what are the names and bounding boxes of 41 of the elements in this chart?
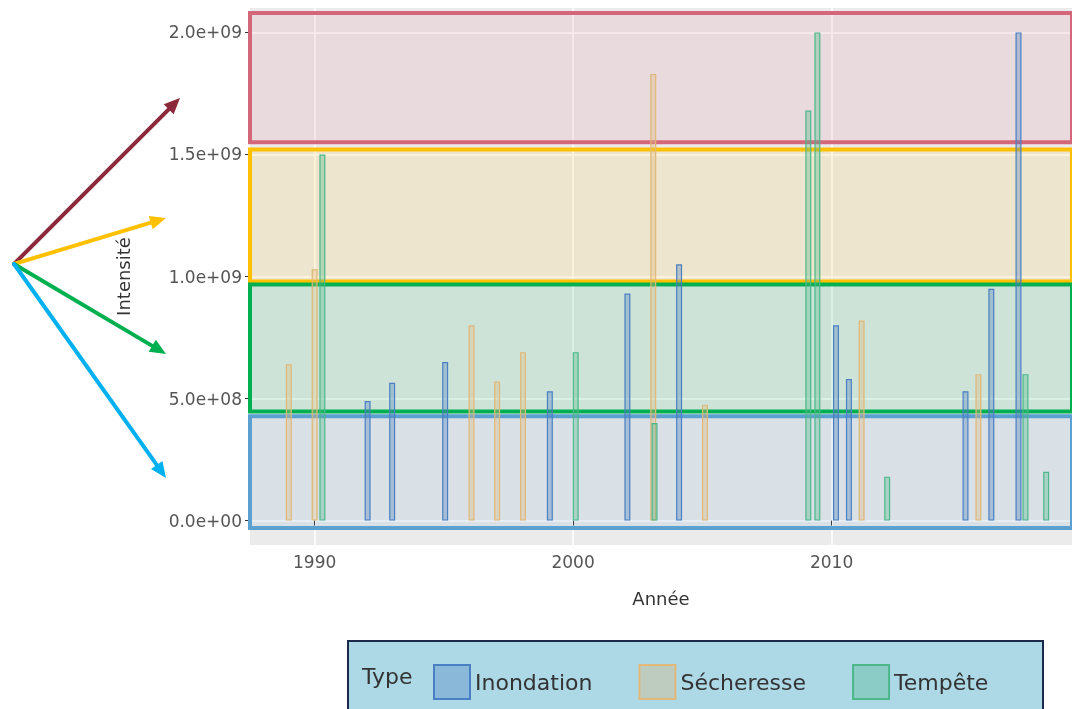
y-axis-title: Intensité [112,237,134,316]
bar [468,325,475,521]
bar [988,288,995,521]
bar [572,352,579,521]
bar [805,110,812,521]
bar [833,325,839,521]
bar [651,422,658,521]
bar [1015,32,1022,521]
y-tick-label: 5.0e+08 [168,388,242,409]
bar [1043,471,1050,521]
bar [701,404,708,521]
bar [389,382,396,521]
y-tick-label: 2.0e+09 [168,22,242,43]
bar [1022,374,1029,521]
x-tick-label: 2010 [809,551,854,572]
y-tick-label: 1.0e+09 [168,266,242,287]
bar [442,361,449,521]
y-tick-label: 1.5e+09 [168,144,242,165]
bar [364,400,371,521]
bar [845,379,852,521]
bar [858,320,865,521]
x-tick-label: 1990 [292,551,337,572]
x-tick-label: 2000 [551,551,595,572]
legend-label: Tempête [893,669,989,695]
bar [319,154,326,521]
bar [814,32,821,521]
bar [546,391,553,521]
bar [624,293,631,521]
legend-label: Inondation [475,669,593,695]
legend-label: Sécheresse [680,669,807,695]
y-tick-label: 0.0e+00 [168,510,242,531]
x-axis-title: Année [632,587,690,609]
bar [519,352,526,521]
bar [975,374,982,521]
bar [285,364,292,521]
bar [494,381,501,521]
bar [962,391,969,521]
bar [676,264,683,521]
bar [311,269,318,521]
bar [884,476,891,521]
legend-title: Type [361,663,413,689]
